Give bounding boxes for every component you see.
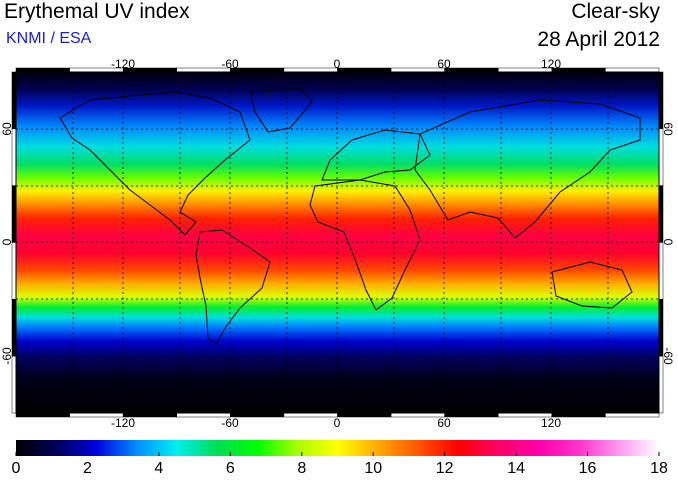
lat-label-left: -60	[0, 347, 14, 365]
lon-label-top: 0	[334, 57, 341, 71]
date-label: 28 April 2012	[537, 28, 660, 51]
lon-label-top: 60	[437, 57, 451, 71]
colorbar-label: 12	[435, 460, 454, 477]
colorbar-label: 18	[650, 460, 668, 477]
map-frame	[11, 67, 664, 418]
coastlines	[59, 87, 641, 345]
lat-labels-right: 60 0 -60	[661, 122, 675, 365]
colorbar	[16, 440, 659, 456]
colorbar-label: 0	[11, 460, 21, 477]
map-border	[11, 67, 664, 418]
lat-label-left: 60	[0, 122, 14, 136]
uv-field	[16, 72, 659, 413]
lon-label-bottom: 0	[334, 416, 341, 430]
colorbar-label: 14	[507, 460, 526, 477]
condition-label: Clear-sky	[571, 0, 660, 23]
lon-label-bottom: 60	[437, 416, 451, 430]
lon-label-bottom: -60	[221, 416, 239, 430]
lon-label-bottom: 120	[541, 416, 561, 430]
lat-labels-left: 60 0 -60	[0, 122, 14, 365]
colorbar-label: 6	[225, 460, 235, 477]
colorbar-label: 2	[82, 460, 92, 477]
lon-label-bottom: -120	[111, 416, 135, 430]
greenland-outline	[249, 87, 313, 133]
lon-labels-top: -120 -60 0 60 120	[111, 57, 561, 71]
title: Erythemal UV index	[4, 0, 190, 23]
graticule	[16, 72, 659, 413]
colorbar-label: 16	[578, 460, 597, 477]
lon-label-top: 120	[541, 57, 561, 71]
lon-labels-bottom: -120 -60 0 60 120	[111, 416, 561, 430]
lat-label-right: 60	[661, 122, 675, 136]
australia-outline	[551, 261, 633, 309]
lat-label-right: 0	[661, 239, 675, 246]
lat-label-right: -60	[661, 347, 675, 365]
south-america-outline	[195, 229, 271, 345]
lon-label-top: -120	[111, 57, 135, 71]
lat-label-left: 0	[0, 238, 14, 245]
lon-label-top: -60	[221, 57, 239, 71]
europe-outline	[321, 129, 431, 181]
north-america-outline	[59, 91, 251, 236]
source-label: KNMI / ESA	[6, 30, 92, 47]
colorbar-ticks	[15, 452, 660, 456]
africa-outline	[309, 179, 421, 311]
colorbar-label: 8	[297, 460, 307, 477]
asia-outline	[414, 99, 641, 239]
colorbar-label: 4	[154, 460, 164, 477]
colorbar-label: 10	[364, 460, 383, 477]
